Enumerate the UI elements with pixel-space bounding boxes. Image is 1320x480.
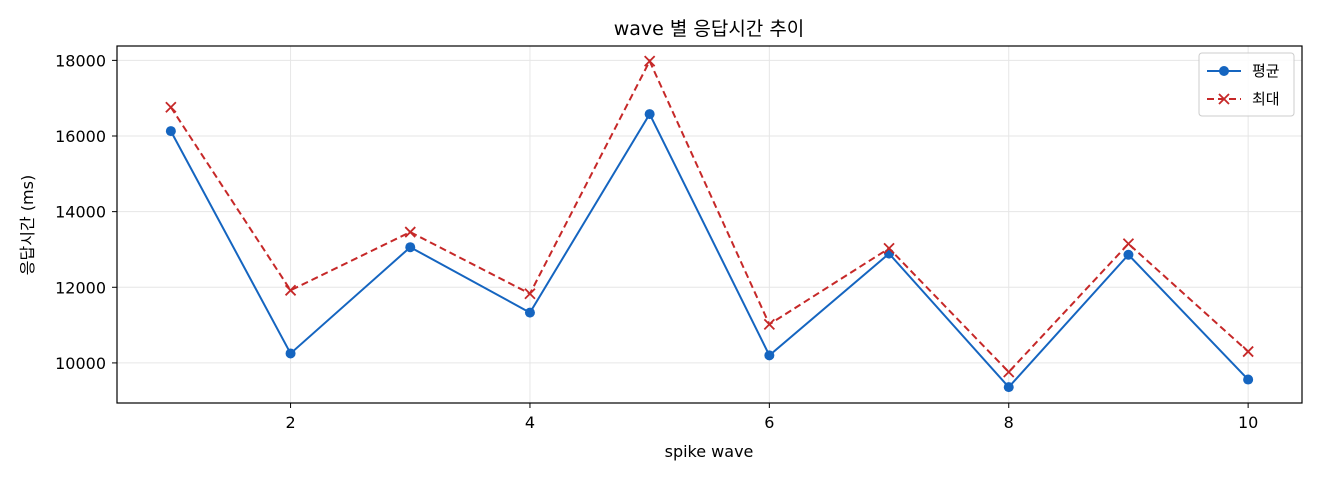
x-axis-label: spike wave [665, 442, 754, 461]
y-tick-label: 12000 [55, 278, 106, 297]
series-line [169, 111, 1249, 389]
data-point [764, 350, 775, 361]
x-tick-label: 10 [1238, 413, 1258, 432]
data-point [405, 242, 416, 253]
data-point [1122, 238, 1135, 250]
data-point [285, 348, 296, 359]
y-axis-label: 응답시간 (ms) [18, 175, 37, 275]
series-average [165, 109, 1254, 393]
data-point [1003, 382, 1014, 393]
plot-frame [116, 45, 1303, 404]
data-point [1003, 366, 1015, 378]
y-tick-label: 14000 [55, 203, 106, 222]
chart-title: wave 별 응답시간 추이 [614, 18, 805, 40]
series-layer [165, 55, 1254, 393]
x-tick-label: 6 [764, 413, 774, 432]
legend-item: 평균 [1207, 62, 1280, 80]
y-tick-label: 10000 [55, 354, 106, 373]
data-point [165, 101, 177, 113]
data-point [644, 109, 655, 120]
legend-box [1198, 52, 1295, 117]
data-point [524, 288, 536, 300]
data-point [1242, 345, 1254, 358]
data-point [404, 226, 416, 238]
x-tick-label: 4 [525, 413, 535, 432]
x-tick-label: 8 [1004, 413, 1014, 432]
legend-marker [1218, 93, 1230, 105]
data-point [763, 318, 775, 330]
data-point [883, 242, 895, 254]
data-point [284, 284, 297, 296]
legend-label: 최대 [1252, 90, 1280, 108]
axes: 2 4 6 8 10 10000 12000 14000 16000 18000 [55, 51, 1258, 432]
series-line [170, 58, 1249, 374]
legend-item: 최대 [1207, 90, 1280, 108]
data-point [644, 55, 656, 67]
grid-lines [117, 46, 1302, 403]
data-point [524, 307, 535, 318]
data-point [884, 248, 895, 259]
series-maximum [165, 55, 1254, 378]
data-point [1243, 374, 1254, 385]
legend-label: 평균 [1252, 62, 1280, 80]
data-point [1123, 249, 1134, 260]
x-tick-label: 2 [285, 413, 295, 432]
legend-marker [1219, 66, 1229, 76]
y-tick-label: 18000 [55, 51, 106, 70]
y-tick-label: 16000 [55, 127, 106, 146]
data-point [165, 126, 176, 137]
